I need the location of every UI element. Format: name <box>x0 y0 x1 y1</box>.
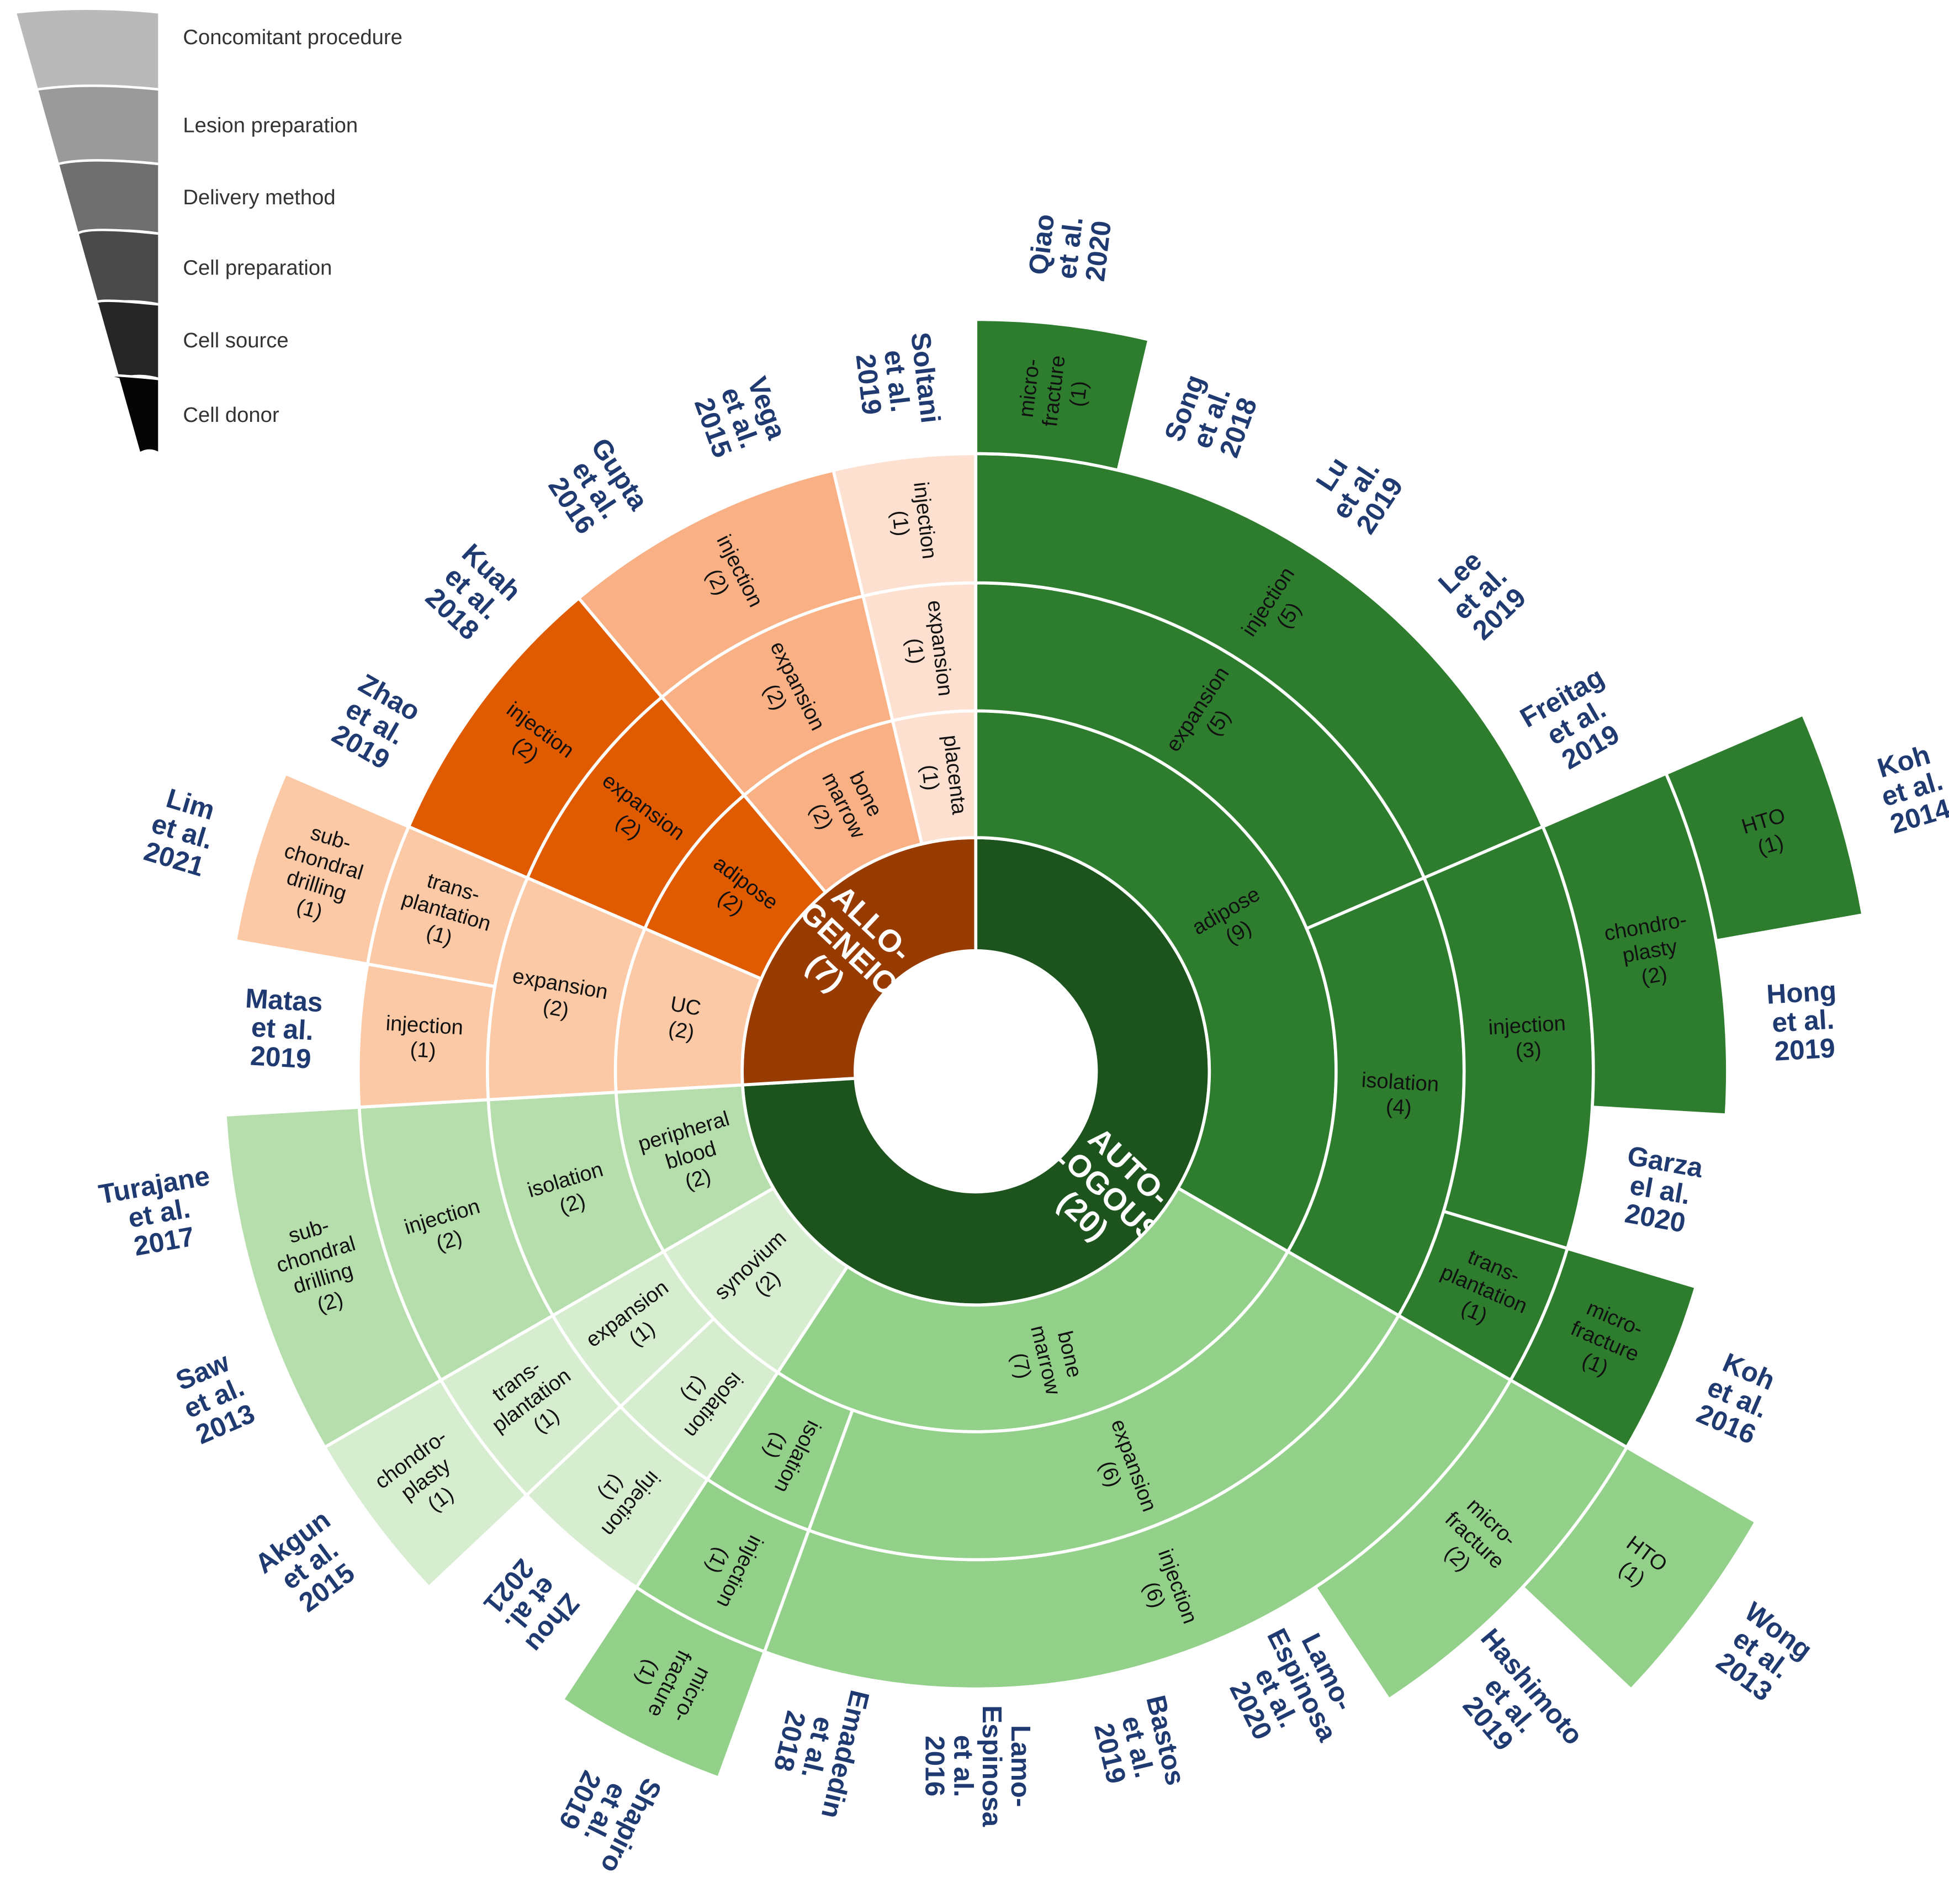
segment <box>234 771 411 966</box>
citation: 2019 <box>850 352 887 416</box>
citation: Lamo- <box>1005 1725 1036 1807</box>
citation: 2019 <box>1773 1033 1836 1066</box>
segment-label: (1) <box>917 763 944 791</box>
segment-label: isolation <box>1361 1068 1440 1096</box>
legend-label: Concomitant procedure <box>183 25 402 49</box>
citation: 2019 <box>250 1041 312 1075</box>
citation: Matas <box>245 983 324 1018</box>
segment <box>1664 712 1865 943</box>
segment-label: injection <box>385 1011 464 1039</box>
legend-label: Cell preparation <box>183 256 332 279</box>
segment-label: UC <box>669 992 703 1020</box>
legend-swatch <box>108 374 161 456</box>
citation: 2020 <box>1080 219 1117 283</box>
legend-label: Cell donor <box>183 403 279 427</box>
segment <box>974 318 1151 473</box>
citation: et al. <box>948 1735 978 1797</box>
legend-swatch <box>76 229 161 306</box>
legend: Concomitant procedure Lesion preparation D… <box>13 7 402 456</box>
segment <box>223 1106 443 1450</box>
legend-swatch <box>35 84 161 166</box>
segment-label: (1) <box>1065 380 1092 408</box>
segment-label: (4) <box>1385 1094 1412 1120</box>
segment-label: (1) <box>410 1038 437 1063</box>
legend-swatch <box>56 159 161 235</box>
legend-label: Delivery method <box>183 186 335 209</box>
legend-label: Lesion preparation <box>183 114 358 137</box>
citation: et al. <box>1051 215 1089 280</box>
segment-label: (2) <box>541 995 571 1022</box>
segment-label: (7) <box>1007 1351 1036 1381</box>
segment-label: (2) <box>666 1017 696 1044</box>
citation: Qiao <box>1023 213 1060 277</box>
segment-label: (2) <box>1639 961 1669 989</box>
citation: Espinosa <box>977 1705 1007 1827</box>
legend-label: Cell source <box>183 329 288 352</box>
citation: et al. <box>251 1012 315 1046</box>
citation: et al. <box>878 348 916 414</box>
segment <box>831 452 978 598</box>
segment <box>1520 1445 1759 1692</box>
legend-swatch <box>13 7 161 91</box>
segment-label: injection <box>1487 1011 1566 1039</box>
segment-label: (3) <box>1515 1038 1542 1063</box>
citation: et al. <box>1771 1004 1835 1038</box>
segment-label: (1) <box>887 509 914 537</box>
citation: 2016 <box>920 1736 950 1796</box>
segment-label: (1) <box>902 637 929 665</box>
segment <box>560 1585 767 1780</box>
citation: Hong <box>1766 976 1837 1010</box>
legend-swatch <box>95 299 161 381</box>
center-hole <box>855 950 1097 1192</box>
segment <box>974 452 1545 880</box>
